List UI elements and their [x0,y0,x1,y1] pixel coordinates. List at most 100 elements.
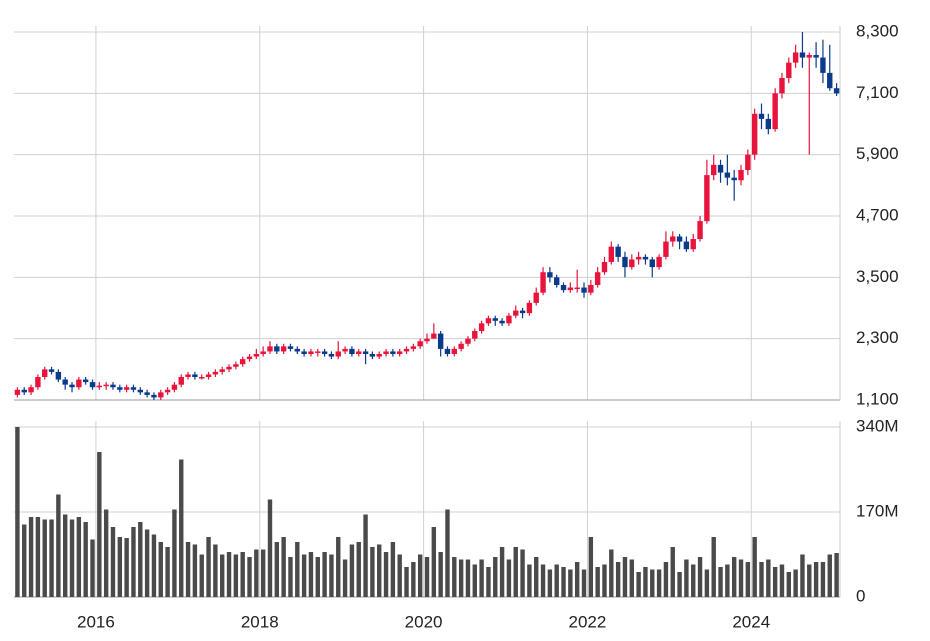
volume-bar [267,499,273,597]
candle-body [615,246,621,257]
volume-bar [281,537,286,597]
candle-body [813,55,819,58]
volume-bar [588,537,594,597]
candle-body [731,177,737,181]
candle-body [110,384,116,388]
volume-bar [779,564,785,597]
candle-body [547,272,553,278]
volume-bar [206,537,211,597]
volume-bar [697,557,703,597]
candle-body [362,351,369,354]
volume-bar [417,554,423,597]
candle-body [226,366,232,370]
volume-bar [656,569,662,597]
volume-bar [800,554,805,597]
candle-body [130,387,137,390]
candle-body [431,333,437,339]
volume-bar [165,547,170,597]
candle-body [417,341,423,347]
volume-bar [390,542,396,597]
candle-body [499,320,505,324]
candle-body [21,389,27,393]
volume-bar [745,562,751,597]
volume-bar [336,537,341,597]
volume-bar [445,509,450,597]
volume-bar [226,552,232,597]
candle-body [396,351,403,354]
volume-bar [540,564,546,597]
volume-bar [179,459,184,597]
volume-bar [76,517,82,597]
volume-bar [247,557,252,597]
candle-body [690,239,696,250]
candle-body [833,88,840,94]
candle-body [403,348,410,352]
volume-bar [329,554,334,597]
volume-bar [288,557,293,597]
candle-body [758,113,765,119]
candle-body [69,384,75,388]
candle-body [772,93,778,130]
candle-body [164,389,171,393]
volume-bar [377,544,382,597]
candle-body [137,389,143,393]
volume-bar [691,564,696,597]
volume-bar [602,564,607,597]
volume-bar [766,559,771,597]
candle-body [294,348,300,352]
volume-bar [636,572,641,597]
candle-body [28,387,34,393]
candle-body [410,346,417,349]
candle-body [171,384,178,390]
volume-bar [609,549,614,597]
candle-body [89,382,96,388]
volume-bar [527,564,532,597]
volume-bar [411,562,416,597]
volume-bar [172,509,177,597]
volume-bar [213,544,218,597]
candle-body [554,277,560,285]
volume-bar [49,519,54,597]
y-tick-label: 170M [856,501,899,520]
candle-body [96,385,103,388]
volume-bar [28,517,34,597]
volume-bar [759,562,764,597]
candle-body [35,377,41,388]
candle-body [123,387,130,390]
volume-bar [581,569,587,597]
candle-body [738,170,744,181]
volume-bar [349,544,355,597]
y-tick-label: 3,500 [856,267,899,286]
candle-body [588,285,594,293]
candle-body [219,369,225,372]
candle-body [622,256,628,268]
candle-body [42,369,48,377]
candle-body [533,292,539,303]
candle-body [820,57,826,73]
candle-body [48,369,55,372]
volume-bar [615,562,621,597]
candle-body [560,285,567,291]
volume-bar [684,559,689,597]
volume-bar [62,514,68,597]
volume-bar [554,564,559,597]
candle-body [670,236,676,242]
candle-body [478,323,485,331]
x-tick-label: 2022 [569,612,607,631]
volume-bar [383,552,389,597]
candle-body [287,346,294,349]
volume-bar [117,537,123,597]
candle-body [581,287,587,293]
volume-bar [322,552,327,597]
candle-body [239,359,246,365]
volume-bar [356,542,361,597]
volume-bar [493,557,498,597]
volume-bar [793,569,798,597]
volume-bar [677,572,682,597]
x-tick-label: 2018 [241,612,279,631]
candle-body [349,348,355,354]
volume-bar [69,519,75,597]
y-tick-label: 4,700 [856,205,899,224]
volume-bar [827,554,832,597]
candle-body [82,379,89,383]
